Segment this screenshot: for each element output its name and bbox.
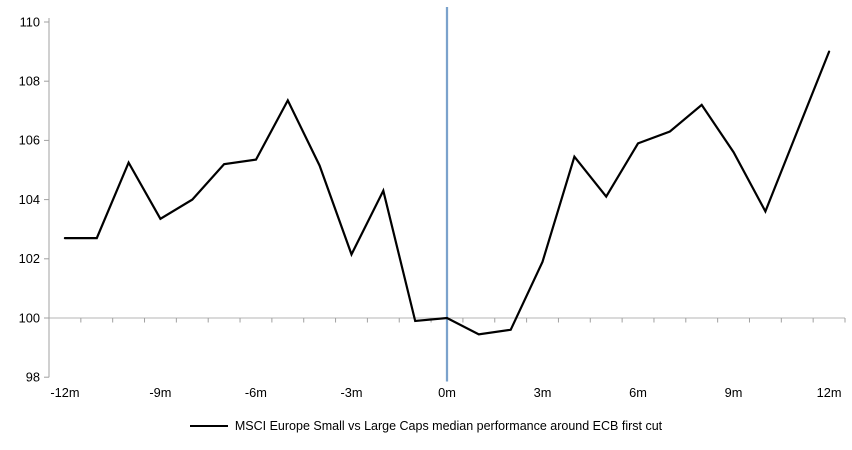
y-axis-label: 108 — [19, 74, 40, 89]
x-axis-label: 3m — [534, 385, 552, 400]
x-axis-label: -3m — [340, 385, 362, 400]
legend: MSCI Europe Small vs Large Caps median p… — [0, 419, 852, 433]
series-line — [63, 50, 831, 336]
y-axis-label: 102 — [19, 251, 40, 266]
legend-label: MSCI Europe Small vs Large Caps median p… — [234, 419, 663, 433]
y-axis-label: 106 — [19, 133, 40, 148]
legend-line-marker — [189, 425, 228, 427]
x-axis-label: -12m — [50, 385, 79, 400]
y-axis-label: 100 — [19, 310, 40, 325]
x-axis-label: 0m — [438, 385, 456, 400]
x-axis-label: 12m — [817, 385, 842, 400]
x-axis-label: 6m — [629, 385, 647, 400]
x-axis-label: -9m — [149, 385, 171, 400]
y-axis-label: 110 — [20, 14, 40, 29]
y-axis-label: 104 — [19, 192, 40, 207]
x-axis-label: -6m — [245, 385, 267, 400]
x-axis-label: 9m — [725, 385, 743, 400]
y-axis-label: 98 — [26, 370, 40, 385]
